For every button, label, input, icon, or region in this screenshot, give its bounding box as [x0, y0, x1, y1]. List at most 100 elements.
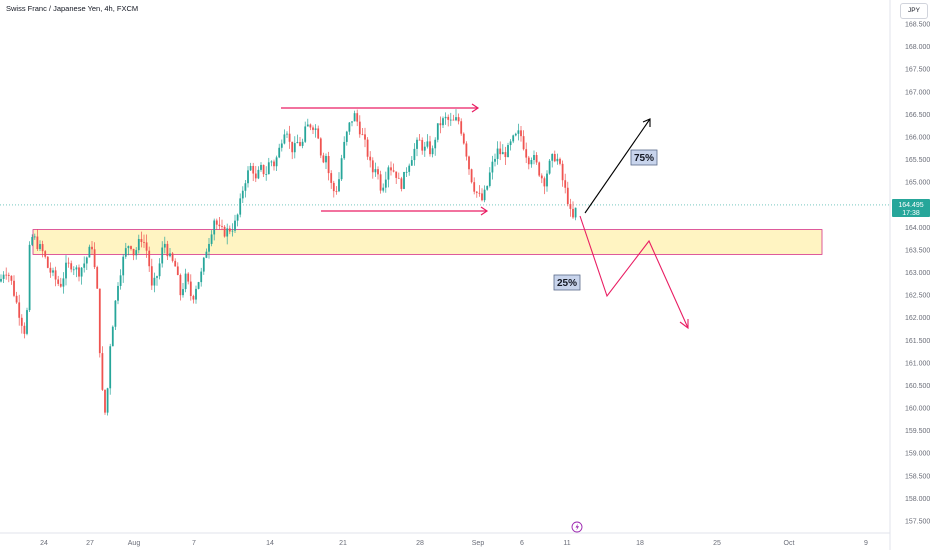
candle-body — [514, 133, 517, 136]
candle-body — [520, 130, 522, 137]
candle-body — [114, 300, 117, 327]
candle-body — [462, 133, 465, 144]
candle-body — [551, 153, 554, 161]
candle-body — [369, 156, 372, 161]
candle-body — [182, 289, 184, 296]
candle-body — [564, 180, 567, 188]
y-tick-label: 163.000 — [905, 270, 930, 277]
candle-body — [465, 143, 468, 157]
candle-body — [304, 126, 307, 142]
candle-body — [481, 193, 483, 201]
candle-body — [364, 134, 366, 140]
candle-body — [44, 251, 47, 257]
candle-body — [535, 155, 538, 163]
candles — [0, 109, 577, 416]
candle-body — [41, 244, 44, 252]
candle-body — [135, 250, 138, 256]
candle-body — [109, 346, 112, 389]
drawings: 75% 25% — [281, 103, 689, 330]
candle-body — [59, 283, 62, 287]
candle-body — [301, 141, 304, 146]
candle-body — [169, 253, 171, 257]
candle-body — [447, 116, 450, 120]
annotation-25-text: 25% — [557, 278, 577, 289]
candle-body — [442, 118, 444, 126]
candle-body — [83, 263, 86, 268]
x-tick-label: 27 — [86, 540, 94, 547]
candle-body — [275, 157, 278, 167]
candle-body — [319, 138, 322, 156]
candle-body — [405, 171, 408, 173]
candle-body — [270, 161, 273, 163]
x-tick-label: 28 — [416, 540, 424, 547]
y-tick-label: 167.000 — [905, 89, 930, 96]
candle-body — [527, 157, 530, 165]
x-tick-label: 14 — [266, 540, 274, 547]
y-tick-label: 162.000 — [905, 315, 930, 322]
candle-body — [221, 226, 223, 227]
candle-body — [330, 173, 333, 183]
candle-body — [26, 310, 28, 334]
candle-body — [507, 145, 509, 158]
y-tick-label: 165.500 — [905, 157, 930, 164]
candle-body — [569, 204, 572, 209]
candle-body — [210, 234, 213, 244]
candle-body — [306, 124, 309, 127]
candle-body — [267, 162, 270, 175]
candle-body — [122, 256, 125, 276]
candle-body — [257, 169, 260, 179]
candle-body — [189, 281, 192, 297]
candle-body — [10, 275, 13, 281]
candle-body — [137, 238, 140, 251]
candle-body — [200, 271, 203, 283]
candle-body — [179, 274, 182, 296]
candle-body — [509, 141, 512, 146]
candle-body — [457, 117, 460, 122]
y-tick-label: 158.000 — [905, 496, 930, 503]
candle-body — [161, 247, 164, 264]
candle-body — [538, 162, 541, 176]
candle-body — [106, 388, 109, 413]
candle-body — [96, 267, 99, 289]
candle-body — [205, 251, 208, 258]
candle-body — [65, 262, 67, 279]
candle-body — [148, 250, 151, 267]
candle-body — [421, 140, 424, 151]
candle-body — [67, 262, 70, 264]
candle-body — [512, 135, 515, 142]
candle-body — [338, 179, 340, 192]
candle-body — [254, 173, 257, 179]
candle-body — [140, 238, 143, 242]
candle-body — [561, 163, 564, 181]
candle-body — [145, 242, 148, 251]
y-tick-label: 158.500 — [905, 473, 930, 480]
candle-body — [423, 146, 426, 151]
candle-body — [517, 130, 520, 134]
candle-body — [28, 244, 31, 311]
candle-body — [452, 119, 455, 121]
y-tick-label: 160.000 — [905, 406, 930, 413]
x-tick-label: 9 — [864, 540, 868, 547]
candle-body — [314, 128, 317, 130]
currency-button[interactable]: JPY — [900, 3, 928, 19]
candle-body — [439, 123, 442, 126]
candle-body — [153, 277, 156, 286]
candle-body — [228, 228, 231, 232]
candle-body — [327, 156, 330, 174]
candle-body — [241, 190, 244, 199]
candle-body — [395, 171, 398, 178]
candle-body — [236, 214, 239, 221]
candle-body — [496, 148, 499, 159]
candle-body — [400, 178, 403, 189]
x-tick-label: 24 — [40, 540, 48, 547]
candle-body — [5, 274, 8, 276]
candle-body — [413, 148, 416, 161]
candle-body — [434, 139, 437, 149]
candle-body — [262, 164, 265, 175]
candle-body — [20, 317, 23, 326]
candle-body — [117, 285, 119, 301]
candle-body — [192, 296, 195, 300]
candle-body — [374, 169, 377, 173]
candle-body — [98, 288, 101, 354]
